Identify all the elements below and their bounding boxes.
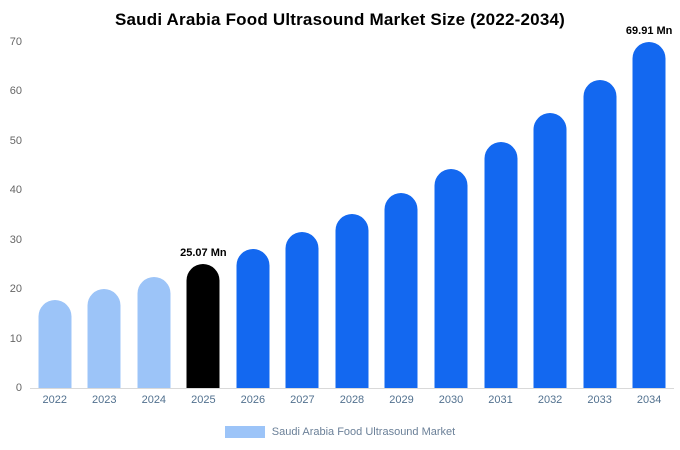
legend-swatch-icon — [224, 426, 265, 438]
x-axis-label-2024: 2024 — [141, 394, 167, 406]
bar-slot — [327, 42, 377, 388]
x-axis-label-2033: 2033 — [587, 394, 612, 406]
bar-slot: 25.07 Mn — [179, 42, 229, 388]
bar-slot — [278, 42, 328, 388]
y-tick-label: 60 — [9, 85, 22, 98]
bar-slot: 69.91 Mn — [624, 25, 674, 388]
bar-2029[interactable] — [384, 192, 418, 388]
bar-slot — [525, 42, 575, 388]
bar-2031[interactable] — [484, 142, 518, 388]
bar-slot — [476, 42, 526, 388]
legend-label: Saudi Arabia Food Ultrasound Market — [271, 426, 456, 438]
bar-slot — [30, 42, 80, 388]
x-axis-label-2034: 2034 — [636, 394, 662, 406]
bar-slot — [377, 42, 427, 388]
bar-value-label: 25.07 Mn — [180, 247, 227, 260]
y-tick-label: 30 — [9, 233, 22, 246]
x-axis-label-2031: 2031 — [488, 394, 513, 406]
bar-2022[interactable] — [38, 299, 72, 388]
y-tick-label: 70 — [9, 36, 22, 48]
bar-2027[interactable] — [285, 232, 319, 388]
x-axis-label-2027: 2027 — [290, 394, 315, 406]
y-tick-label: 40 — [9, 184, 22, 197]
y-tick-label: 10 — [9, 332, 22, 345]
bar-value-label: 69.91 Mn — [625, 25, 673, 38]
bar-2032[interactable] — [533, 112, 567, 388]
bar-slot — [426, 42, 476, 388]
y-tick-label: 0 — [15, 382, 22, 394]
x-axis-label-2032: 2032 — [537, 394, 563, 406]
y-tick-label: 20 — [9, 283, 22, 296]
y-tick-label: 50 — [9, 134, 22, 147]
x-axis-label-2025: 2025 — [191, 394, 216, 406]
bar-2025[interactable] — [186, 264, 220, 388]
bar-slot — [575, 42, 625, 388]
x-axis-label-2022: 2022 — [42, 394, 67, 406]
x-axis-label-2030: 2030 — [438, 394, 464, 406]
bar-slot — [228, 42, 278, 388]
bar-slot — [129, 42, 179, 388]
legend[interactable]: Saudi Arabia Food Ultrasound Market — [0, 426, 680, 438]
x-axis-label-2029: 2029 — [389, 394, 414, 406]
bar-2028[interactable] — [335, 213, 369, 388]
bar-2030[interactable] — [434, 168, 468, 388]
bar-slot — [80, 42, 130, 388]
bar-2034[interactable] — [632, 42, 666, 388]
x-axis-label-2028: 2028 — [339, 394, 365, 406]
chart-title: Saudi Arabia Food Ultrasound Market Size… — [114, 10, 565, 29]
bar-2023[interactable] — [87, 289, 121, 388]
bar-2024[interactable] — [137, 277, 171, 388]
y-axis: 0 10 20 30 40 50 60 70 — [0, 36, 24, 394]
x-axis-labels: 2022 2023 2024 2025 2026 2027 2028 2029 2030 2031… — [30, 394, 674, 406]
x-axis-label-2023: 2023 — [92, 394, 117, 406]
bar-2026[interactable] — [236, 249, 270, 388]
plot-area: 25.07 Mn 69.91 Mn — [30, 25, 674, 389]
bar-2033[interactable] — [583, 79, 617, 388]
x-axis-label-2026: 2026 — [240, 394, 266, 406]
